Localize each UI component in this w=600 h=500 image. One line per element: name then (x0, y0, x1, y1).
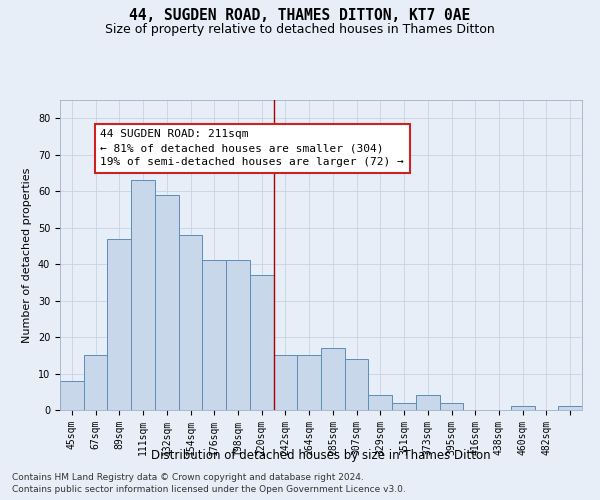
Text: Size of property relative to detached houses in Thames Ditton: Size of property relative to detached ho… (105, 22, 495, 36)
Bar (297, 356, 321, 410)
Bar (274, 356, 297, 410)
Text: 44, SUGDEN ROAD, THAMES DITTON, KT7 0AE: 44, SUGDEN ROAD, THAMES DITTON, KT7 0AE (130, 8, 470, 22)
Bar (60, 381, 84, 410)
Bar (202, 260, 226, 410)
Text: Contains public sector information licensed under the Open Government Licence v3: Contains public sector information licen… (12, 485, 406, 494)
Bar (440, 402, 463, 410)
Bar (558, 406, 582, 410)
Bar (321, 348, 345, 410)
Bar (179, 235, 202, 410)
Bar (368, 396, 392, 410)
Bar (155, 195, 179, 410)
Bar (392, 402, 416, 410)
Bar (131, 180, 155, 410)
Bar (84, 356, 107, 410)
Bar (107, 238, 131, 410)
Text: Distribution of detached houses by size in Thames Ditton: Distribution of detached houses by size … (151, 448, 491, 462)
Bar (511, 406, 535, 410)
Bar (345, 359, 368, 410)
Y-axis label: Number of detached properties: Number of detached properties (22, 168, 32, 342)
Text: 44 SUGDEN ROAD: 211sqm
← 81% of detached houses are smaller (304)
19% of semi-de: 44 SUGDEN ROAD: 211sqm ← 81% of detached… (100, 129, 404, 167)
Bar (250, 275, 274, 410)
Bar (226, 260, 250, 410)
Text: Contains HM Land Registry data © Crown copyright and database right 2024.: Contains HM Land Registry data © Crown c… (12, 474, 364, 482)
Bar (416, 396, 440, 410)
